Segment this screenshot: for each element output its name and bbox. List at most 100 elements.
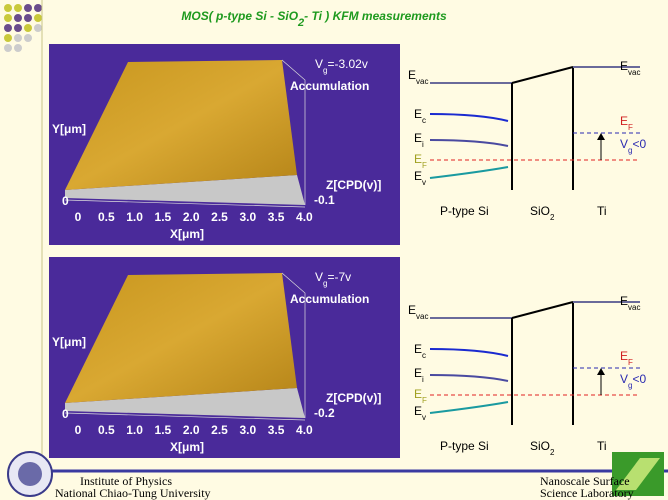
oxide-top [511,66,574,84]
e-vac-ti-label-sub: vac [628,68,640,77]
x-tick-label: 2.5 [211,423,228,437]
e-f-si-label-part: E [414,152,422,166]
e-f-ti-label-part: E [620,349,628,363]
intrinsic-level [429,139,509,147]
e-v-label-sub: v [422,178,426,187]
x-tick-label: 0 [75,423,82,437]
x-tick-label: 2.0 [183,210,200,224]
e-i-label-sub: i [422,140,424,149]
e-c-label-part: E [414,107,422,121]
e-v-label-part: E [414,404,422,418]
bias-label-part: V [620,372,628,386]
si-label: P-type Si [440,204,489,218]
bias-label-sub: g [628,146,632,155]
oxide-top [511,301,574,319]
surface-slab [65,388,305,418]
e-vac-ti-label-part: E [620,59,628,73]
bias-label-part: <0 [632,372,646,386]
e-v-label: Ev [414,169,426,187]
surface-top [65,273,297,403]
x-tick-label: 3.5 [268,423,285,437]
e-i-label-part: E [414,131,422,145]
box-wire [281,59,306,205]
z-axis-label: Z[CPD(v)] [326,178,381,192]
kfm-panel: Vg=-3.02v Accumulation Y[μm] 00 0.5 1.0 1.5 2.0… [49,44,400,245]
e-c-label: Ec [414,107,426,125]
voltage-label-part: =-3.02v [327,57,367,71]
e-vac-ti-label: Evac [620,294,640,312]
surface-top [65,60,297,190]
metal-label: Ti [597,204,607,218]
e-vac-ti-label-part: E [620,294,628,308]
e-i-label-part: E [414,366,422,380]
e-v-label: Ev [414,404,426,422]
slide-title: MOS( p-type Si - SiO2- Ti ) KFM measurem… [181,9,447,29]
x-tick-label: 3.0 [239,423,256,437]
e-vac-ti-label: Evac [620,59,640,77]
box-wire [64,412,306,421]
x-tick-label: 0.5 [98,210,115,224]
box-wire [64,199,306,208]
y-axis-label: Y[μm] [52,335,86,349]
e-f-si-label-sub: F [422,161,427,170]
kfm-panel: Vg=-7v Accumulation Y[μm] 00 0.5 1.0 1.5 2.0 2.5… [49,257,400,458]
e-vac-label-sub: vac [416,77,428,86]
voltage-label-part: V [315,270,323,284]
title-sub: 2 [297,17,304,29]
bias-arrowhead [597,133,605,140]
oxide-label: SiO2 [530,439,555,457]
e-f-si-label-sub: F [422,396,427,405]
e-f-si-label: EF [414,152,427,170]
footer-left-1: Institute of Physics [80,474,172,488]
metal-label: Ti [597,439,607,453]
x-tick-label: 1.5 [155,423,172,437]
e-f-ti-label: EF [620,114,633,132]
z-tick-label: -0.2 [314,406,335,420]
e-v-label-sub: v [422,413,426,422]
e-f-si-label-part: E [414,387,422,401]
e-f-ti-label-sub: F [628,358,633,367]
footer-left-2: National Chiao-Tung University [55,486,211,500]
e-i-label: Ei [414,131,424,149]
conduction-band [429,348,509,357]
x-tick-label: 1.0 [126,210,143,224]
y-tick-label: 0 [62,194,69,208]
oxide-label-part: SiO [530,204,550,218]
oxide-label: SiO2 [530,204,555,222]
x-tick-label: 2.0 [183,423,200,437]
x-tick-label: 0.5 [98,423,115,437]
y-axis-label: Y[μm] [52,122,86,136]
e-vac-label: Evac [408,303,428,321]
voltage-label-sub: g [323,279,327,288]
e-vac-label-part: E [408,303,416,317]
oxide-label-part: SiO [530,439,550,453]
x-tick-label: 4.0 [296,423,313,437]
e-vac-ti-label-sub: vac [628,303,640,312]
e-c-label: Ec [414,342,426,360]
e-f-ti-label: EF [620,349,633,367]
intrinsic-level [429,374,509,382]
footer-right-2: Science Laboratory [540,486,634,500]
e-vac-label-sub: vac [416,312,428,321]
e-c-label-part: E [414,342,422,356]
x-tick-label: 1.0 [126,423,143,437]
voltage-label: Vg=-7v [315,270,351,288]
y-tick-label: 0 [62,407,69,421]
title-main: MOS( p-type Si - SiO [181,9,298,23]
bias-label: Vg<0 [620,372,646,390]
e-f-ti-label-part: E [620,114,628,128]
state-label: Accumulation [290,292,369,306]
surface-slab [65,175,305,205]
x-axis-label: X[μm] [170,227,204,241]
x-tick-label: 4.0 [296,210,313,224]
bias-arrowhead [597,368,605,375]
state-label: Accumulation [290,79,369,93]
x-axis-label: X[μm] [170,440,204,454]
x-tick-label: 3.0 [239,210,256,224]
footer: Institute of Physics National Chiao-Tung… [7,451,668,500]
e-vac-label: Evac [408,68,428,86]
z-tick-label: -0.1 [314,193,335,207]
